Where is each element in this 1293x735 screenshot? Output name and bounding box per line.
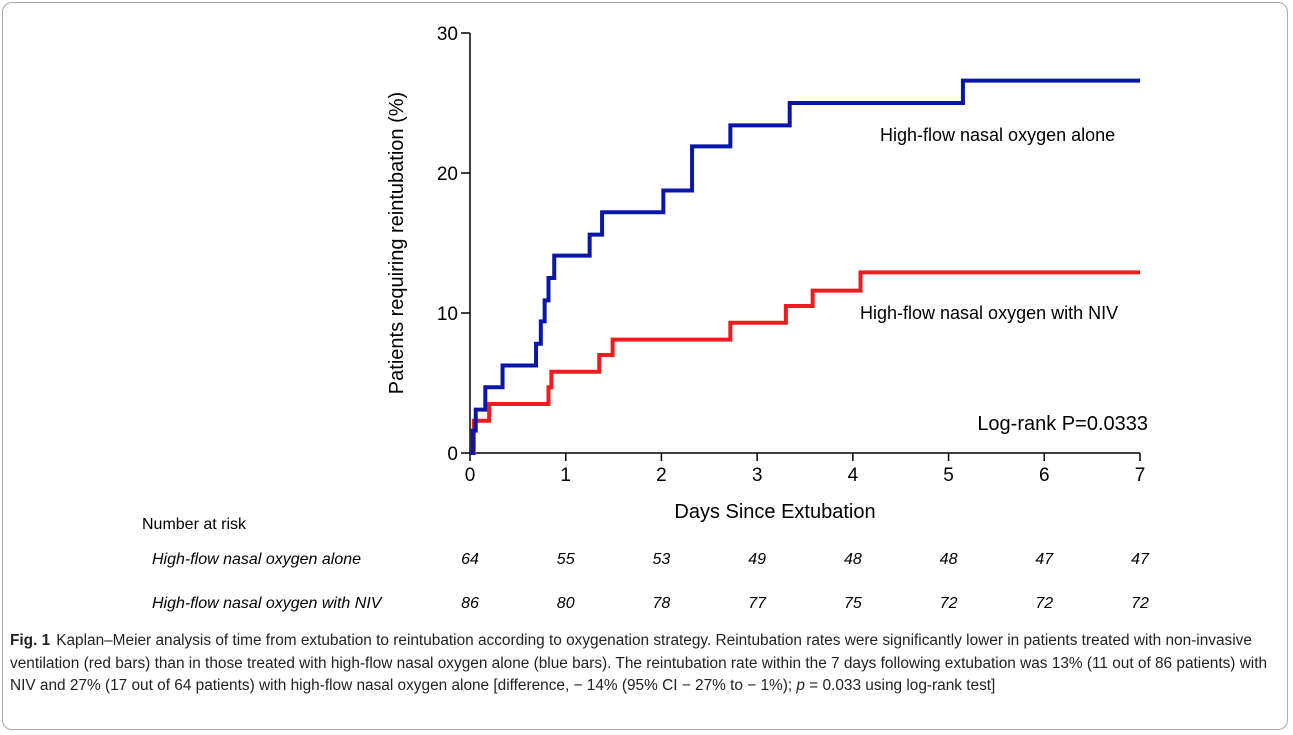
risk-cell: 78 <box>652 595 671 612</box>
risk-cell: 86 <box>461 595 479 612</box>
risk-cell: 75 <box>843 595 862 612</box>
risk-cell: 72 <box>1035 595 1054 612</box>
series-layer <box>470 78 1140 455</box>
number-at-risk-title: Number at risk <box>142 516 247 533</box>
x-tick-label: 1 <box>560 465 571 486</box>
series-label-hfno-niv: High-flow nasal oxygen with NIV <box>860 303 1118 323</box>
risk-cell: 47 <box>1131 551 1149 568</box>
logrank-annotation: Log-rank P=0.0333 <box>977 413 1148 435</box>
risk-cell: 72 <box>939 595 958 612</box>
x-tick-label: 7 <box>1135 465 1146 486</box>
x-tick-label: 6 <box>1039 465 1050 486</box>
km-curve-hfno-alone <box>470 78 1140 455</box>
y-tick-label: 0 <box>447 444 458 465</box>
risk-cell: 77 <box>748 595 767 612</box>
figure-caption: Fig. 1 Kaplan–Meier analysis of time from… <box>10 630 1282 698</box>
risk-cell: 48 <box>939 551 958 568</box>
risk-cell: 64 <box>461 551 479 568</box>
caption-p-symbol: p <box>796 677 805 694</box>
km-curve-hfno-niv <box>470 270 1140 455</box>
caption-text-end: = 0.033 using log-rank test] <box>804 677 996 694</box>
risk-cell: 48 <box>843 551 862 568</box>
x-tick-label: 2 <box>656 465 667 486</box>
x-tick-label: 5 <box>943 465 954 486</box>
x-axis-title: Days Since Extubation <box>674 501 875 523</box>
risk-cell: 49 <box>748 551 767 568</box>
y-tick-label: 10 <box>437 304 458 325</box>
figure-label: Fig. 1 <box>10 632 51 649</box>
y-tick-label: 30 <box>437 24 458 45</box>
risk-row-label-hfno-alone: High-flow nasal oxygen alone <box>152 551 362 568</box>
y-tick-label: 20 <box>437 164 458 185</box>
x-tick-label: 4 <box>848 465 859 486</box>
axes: 0 10 20 30 0 1 2 3 4 5 6 7 <box>437 24 1145 486</box>
km-chart: 0 10 20 30 0 1 2 3 4 5 6 7 High-flow nasal oxygen a… <box>386 24 1148 523</box>
risk-cell: 53 <box>652 551 671 568</box>
y-axis-title: Patients requiring reintubation (%) <box>386 92 408 394</box>
risk-row-label-hfno-niv: High-flow nasal oxygen with NIV <box>152 595 382 612</box>
series-label-hfno-alone: High-flow nasal oxygen alone <box>880 125 1115 145</box>
risk-cell: 80 <box>556 595 575 612</box>
x-tick-label: 3 <box>752 465 763 486</box>
x-tick-label: 0 <box>465 465 476 486</box>
risk-cell: 55 <box>556 551 575 568</box>
caption-text: Kaplan–Meier analysis of time from extub… <box>10 632 1268 694</box>
risk-cell: 47 <box>1035 551 1054 568</box>
risk-cell: 72 <box>1131 595 1149 612</box>
